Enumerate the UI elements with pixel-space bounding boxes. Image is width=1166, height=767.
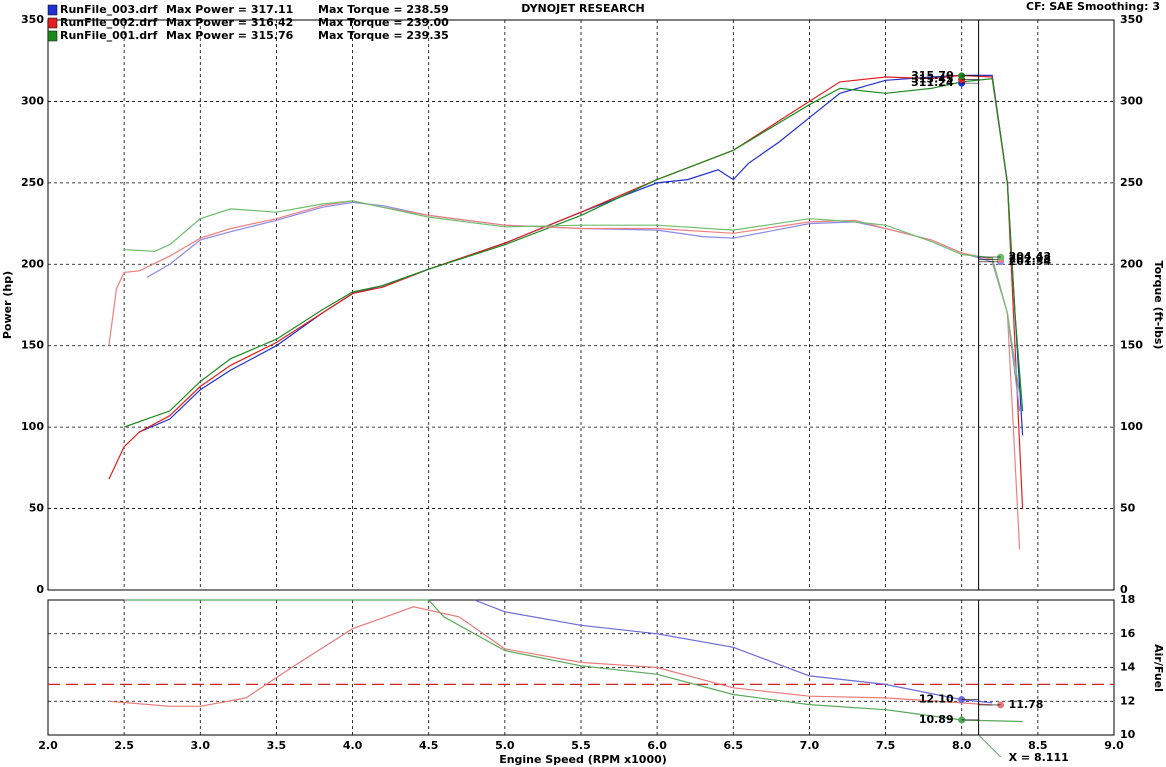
x-tick-label: 3.5 (267, 739, 287, 752)
readout-label: 204.43 (1009, 250, 1051, 263)
legend-file: RunFile_001.drf (60, 29, 158, 42)
series-line (108, 606, 993, 707)
legend-power: Max Power = 316.42 (166, 16, 293, 29)
y-tick-label: 150 (21, 339, 44, 352)
y2-tick-label: 14 (1120, 661, 1136, 674)
y-axis-label: Power (hp) (1, 271, 14, 339)
readout-label: 12.10 (919, 693, 954, 706)
y2-tick-label: 10 (1120, 728, 1136, 741)
settings: CF: SAE Smoothing: 3 (1026, 0, 1160, 13)
y2-tick-label: 12 (1120, 694, 1135, 707)
y-tick-label: 0 (36, 583, 44, 596)
y2-tick-label: 50 (1120, 502, 1136, 515)
y2-tick-label: 250 (1120, 176, 1143, 189)
series-line (124, 200, 1021, 395)
legend-file: RunFile_003.drf (60, 3, 158, 16)
x-tick-label: 8.5 (1028, 739, 1048, 752)
title: DYNOJET RESEARCH (521, 2, 644, 15)
y2-axis-label: Torque (ft-lbs) (1152, 261, 1165, 350)
x-tick-label: 5.0 (495, 739, 515, 752)
readout-label: 11.78 (1009, 698, 1044, 711)
y-tick-label: 350 (21, 13, 44, 26)
readout-label: 311.24 (911, 76, 954, 89)
x-tick-label: 3.0 (191, 739, 211, 752)
readout-label: 202.98 (1009, 252, 1051, 265)
readout-label: 313.45 (911, 73, 953, 86)
y2-tick-label: 200 (1120, 257, 1143, 270)
legend-swatch (47, 17, 58, 29)
cursor-leader (978, 734, 1001, 758)
readout-label: 10.89 (919, 713, 954, 726)
afr-axis-label: Air/Fuel (1152, 644, 1165, 692)
series-line (124, 599, 1023, 723)
series-line (108, 200, 1021, 550)
x-tick-label: 9.0 (1104, 739, 1124, 752)
legend-torque: Max Torque = 238.59 (318, 3, 449, 16)
legend-power: Max Power = 315.76 (166, 29, 294, 42)
cursor-label: X = 8.111 (1009, 751, 1069, 764)
x-tick-label: 6.0 (647, 739, 667, 752)
legend-torque: Max Torque = 239.00 (318, 16, 449, 29)
x-tick-label: 5.5 (571, 739, 591, 752)
y2-tick-label: 0 (1120, 583, 1128, 596)
y-tick-label: 250 (21, 176, 44, 189)
legend-power: Max Power = 317.11 (166, 3, 293, 16)
x-tick-label: 8.0 (952, 739, 972, 752)
x-tick-label: 4.0 (343, 739, 363, 752)
y-tick-label: 50 (29, 502, 45, 515)
y2-tick-label: 350 (1120, 13, 1143, 26)
series-line (474, 599, 993, 704)
x-tick-label: 6.5 (724, 739, 744, 752)
x-tick-label: 2.5 (114, 739, 134, 752)
legend-swatch (47, 30, 58, 42)
x-tick-label: 4.5 (419, 739, 439, 752)
legend-torque: Max Torque = 239.35 (318, 29, 449, 42)
y2-tick-label: 18 (1120, 593, 1135, 606)
y-tick-label: 100 (21, 420, 44, 433)
y2-tick-label: 100 (1120, 420, 1143, 433)
y-tick-label: 200 (21, 257, 44, 270)
y2-tick-label: 150 (1120, 339, 1143, 352)
legend-file: RunFile_002.drf (60, 16, 158, 29)
legend-swatch (47, 4, 58, 16)
x-axis-label: Engine Speed (RPM x1000) (499, 753, 667, 766)
x-tick-label: 7.0 (800, 739, 820, 752)
y2-tick-label: 16 (1120, 627, 1136, 640)
readout-label: 315.70 (911, 69, 954, 82)
x-tick-label: 2.0 (38, 739, 58, 752)
y-tick-label: 300 (21, 94, 44, 107)
y2-tick-label: 300 (1120, 94, 1143, 107)
series-line (123, 77, 1024, 428)
readout-label: 201.54 (1009, 255, 1052, 268)
x-tick-label: 7.5 (876, 739, 896, 752)
